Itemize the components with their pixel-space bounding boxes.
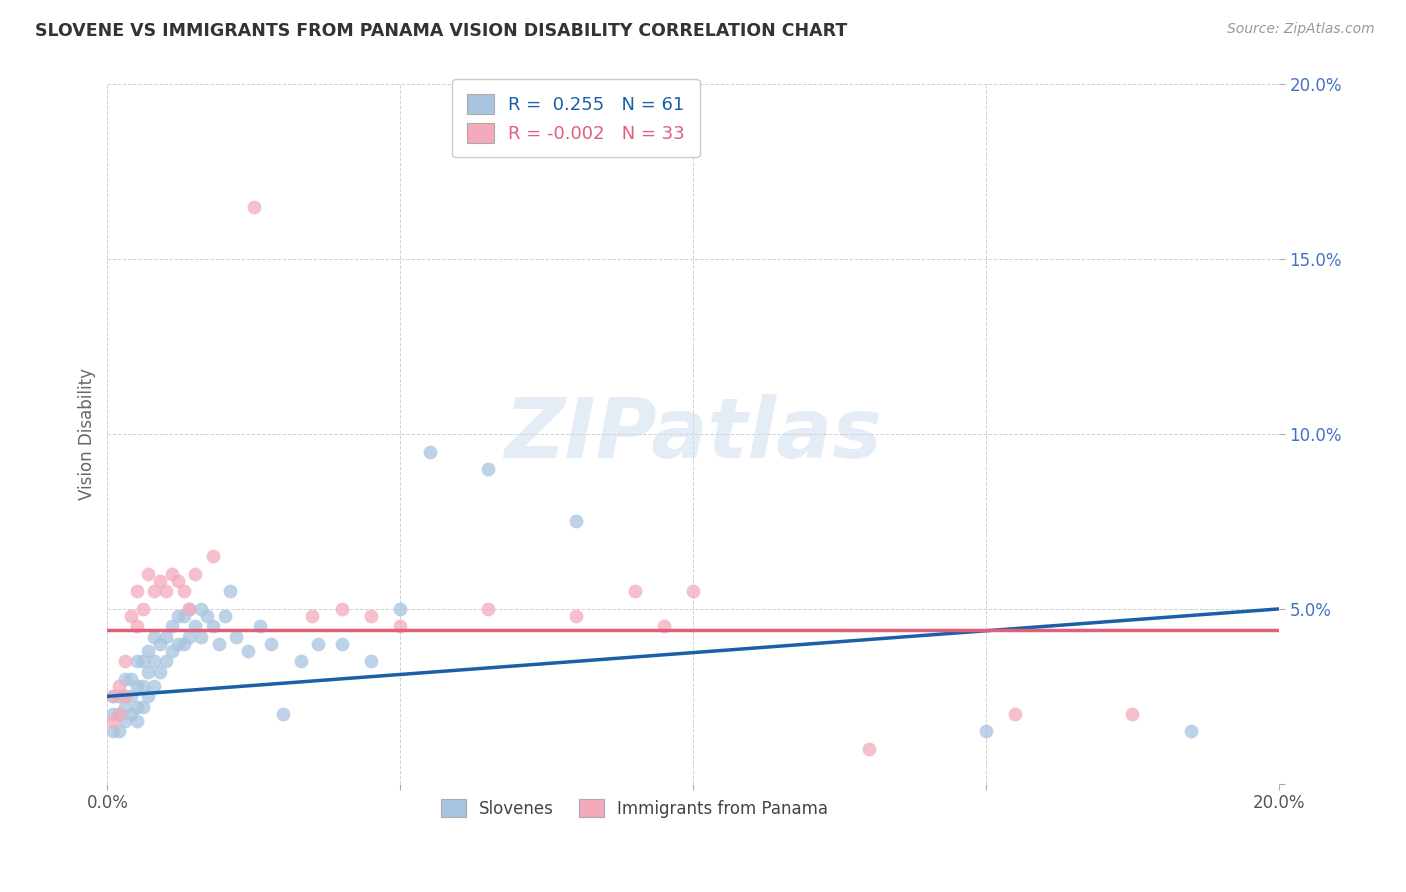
Point: [114, 672, 136, 686]
Point: [623, 584, 645, 599]
Point: [166, 574, 188, 588]
Point: [114, 690, 136, 704]
Point: [103, 724, 125, 739]
Point: [290, 654, 312, 668]
Point: [1121, 706, 1143, 721]
Point: [260, 637, 283, 651]
Point: [108, 690, 131, 704]
Point: [173, 608, 195, 623]
Point: [103, 706, 125, 721]
Point: [125, 654, 148, 668]
Point: [173, 637, 195, 651]
Legend: Slovenes, Immigrants from Panama: Slovenes, Immigrants from Panama: [434, 792, 835, 824]
Point: [190, 630, 212, 644]
Point: [149, 637, 172, 651]
Point: [208, 637, 231, 651]
Point: [179, 602, 201, 616]
Point: [389, 602, 412, 616]
Point: [138, 690, 160, 704]
Point: [477, 602, 499, 616]
Point: [131, 654, 153, 668]
Point: [974, 724, 997, 739]
Point: [103, 690, 125, 704]
Point: [214, 608, 236, 623]
Point: [419, 444, 441, 458]
Point: [125, 679, 148, 693]
Point: [184, 619, 207, 633]
Point: [330, 602, 353, 616]
Point: [160, 566, 183, 581]
Point: [249, 619, 271, 633]
Y-axis label: Vision Disability: Vision Disability: [79, 368, 96, 500]
Text: SLOVENE VS IMMIGRANTS FROM PANAMA VISION DISABILITY CORRELATION CHART: SLOVENE VS IMMIGRANTS FROM PANAMA VISION…: [35, 22, 848, 40]
Point: [155, 584, 177, 599]
Point: [143, 679, 166, 693]
Point: [108, 706, 131, 721]
Point: [565, 608, 588, 623]
Point: [565, 515, 588, 529]
Point: [243, 200, 266, 214]
Point: [360, 654, 382, 668]
Point: [143, 584, 166, 599]
Point: [120, 608, 142, 623]
Point: [138, 644, 160, 658]
Point: [190, 602, 212, 616]
Point: [173, 584, 195, 599]
Point: [195, 608, 218, 623]
Point: [184, 566, 207, 581]
Point: [155, 654, 177, 668]
Point: [131, 602, 153, 616]
Point: [389, 619, 412, 633]
Point: [201, 549, 224, 564]
Point: [225, 630, 247, 644]
Point: [143, 630, 166, 644]
Point: [652, 619, 675, 633]
Point: [477, 462, 499, 476]
Point: [103, 690, 125, 704]
Text: Source: ZipAtlas.com: Source: ZipAtlas.com: [1227, 22, 1375, 37]
Point: [125, 584, 148, 599]
Point: [125, 714, 148, 728]
Point: [108, 724, 131, 739]
Point: [149, 574, 172, 588]
Point: [125, 619, 148, 633]
Point: [131, 699, 153, 714]
Point: [138, 566, 160, 581]
Point: [307, 637, 329, 651]
Point: [131, 679, 153, 693]
Point: [1004, 706, 1026, 721]
Point: [143, 654, 166, 668]
Point: [219, 584, 242, 599]
Point: [155, 630, 177, 644]
Point: [114, 690, 136, 704]
Point: [108, 706, 131, 721]
Point: [682, 584, 704, 599]
Point: [103, 714, 125, 728]
Point: [201, 619, 224, 633]
Point: [360, 608, 382, 623]
Point: [120, 690, 142, 704]
Point: [271, 706, 294, 721]
Point: [166, 637, 188, 651]
Point: [138, 665, 160, 679]
Point: [179, 630, 201, 644]
Point: [125, 699, 148, 714]
Point: [160, 644, 183, 658]
Point: [149, 665, 172, 679]
Point: [179, 602, 201, 616]
Point: [236, 644, 259, 658]
Point: [108, 679, 131, 693]
Point: [301, 608, 323, 623]
Point: [114, 654, 136, 668]
Point: [1180, 724, 1202, 739]
Point: [120, 706, 142, 721]
Point: [166, 608, 188, 623]
Point: [120, 672, 142, 686]
Point: [330, 637, 353, 651]
Point: [160, 619, 183, 633]
Point: [114, 699, 136, 714]
Text: ZIPatlas: ZIPatlas: [505, 393, 882, 475]
Point: [858, 741, 880, 756]
Point: [114, 714, 136, 728]
